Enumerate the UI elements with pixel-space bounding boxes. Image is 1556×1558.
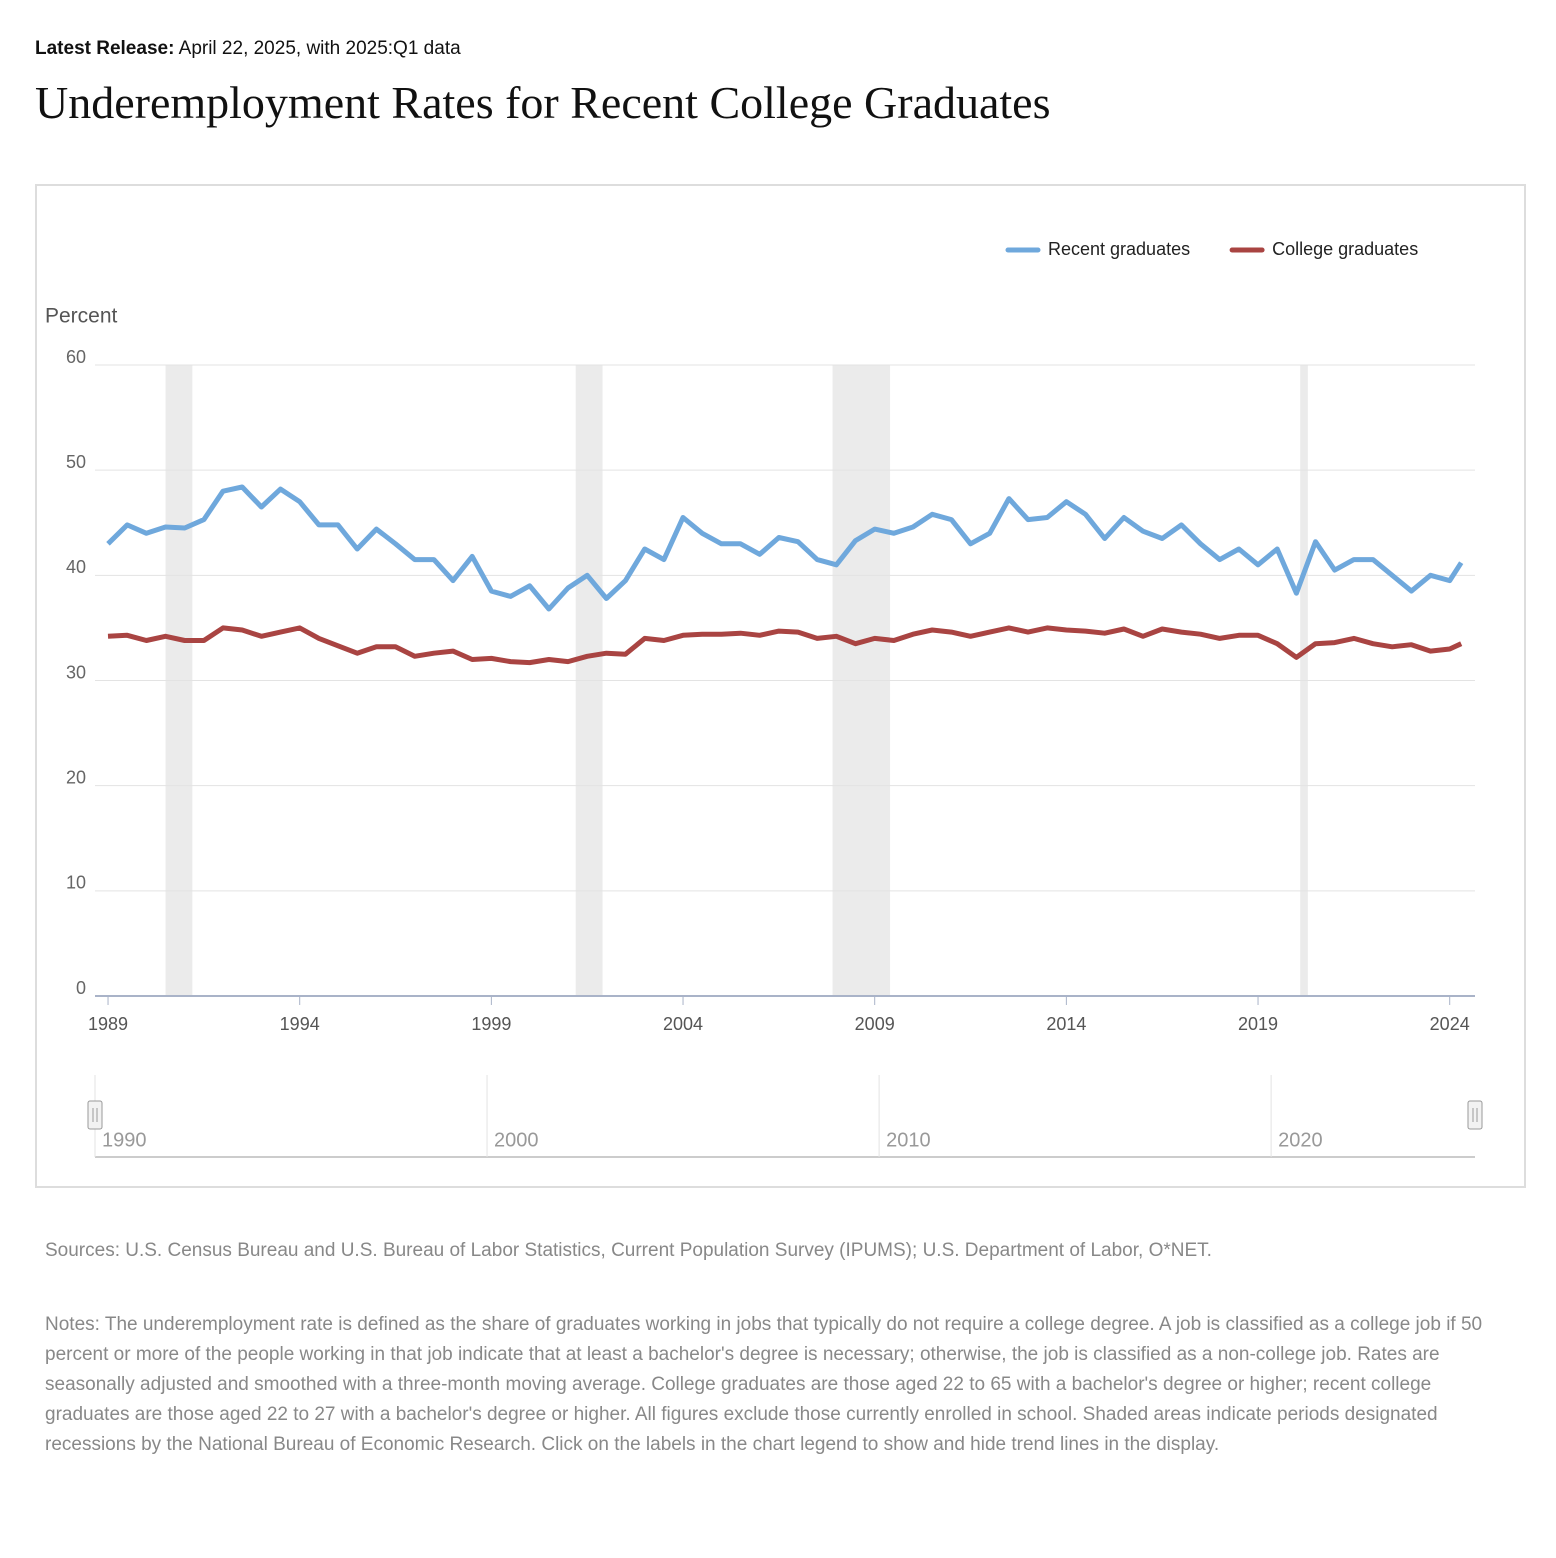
x-tick-label: 2004: [663, 1014, 703, 1034]
x-tick-label: 2019: [1238, 1014, 1278, 1034]
y-tick-label: 0: [76, 978, 86, 998]
navigator-handle[interactable]: [1467, 1100, 1483, 1130]
y-tick-label: 10: [66, 873, 86, 893]
chart-frame: [35, 184, 1526, 1188]
y-tick-label: 30: [66, 662, 86, 682]
y-tick-label: 20: [66, 767, 86, 787]
legend-label[interactable]: Recent graduates: [1048, 239, 1190, 259]
y-tick-label: 60: [66, 347, 86, 367]
release-text: April 22, 2025, with 2025:Q1 data: [178, 38, 461, 59]
legend-label[interactable]: College graduates: [1272, 239, 1418, 259]
y-axis-label: Percent: [45, 305, 118, 328]
x-tick-label: 2024: [1430, 1014, 1470, 1034]
page-title: Underemployment Rates for Recent College…: [35, 77, 1051, 128]
data-line: [107, 625, 1463, 666]
sources: Sources: U.S. Census Bureau and U.S. Bur…: [45, 1240, 1212, 1261]
x-tick-label: 1989: [88, 1014, 128, 1034]
chart: Percent 0 10 20 30 40 50 60 1989 1994 1999 2004 200…: [35, 184, 1526, 1188]
navigator-tick-label: 2000: [494, 1129, 538, 1151]
x-tick-label: 2014: [1046, 1014, 1086, 1034]
x-tick-label: 2009: [855, 1014, 895, 1034]
release: Latest Release: April 22, 2025, with 202…: [35, 38, 461, 60]
data-line: [106, 484, 1464, 612]
navigator-tick-label: 2010: [886, 1129, 931, 1151]
navigator-tick-label: 2020: [1278, 1129, 1323, 1151]
release-label: Latest Release:: [35, 38, 175, 59]
notes: Notes: The underemployment rate is defin…: [45, 1314, 1483, 1455]
y-tick-label: 40: [66, 557, 86, 577]
y-tick-label: 50: [66, 452, 86, 472]
navigator-tick-label: 1990: [102, 1129, 147, 1151]
navigator-handle[interactable]: [87, 1100, 103, 1130]
x-tick-label: 1994: [280, 1014, 320, 1034]
x-tick-label: 1999: [471, 1014, 511, 1034]
